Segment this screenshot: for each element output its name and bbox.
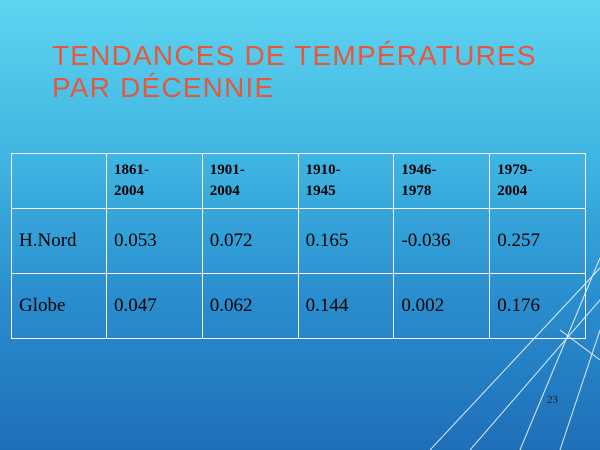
period-start: 1910- bbox=[305, 162, 341, 178]
slide-title-line-2: PAR DÉCENNIE bbox=[52, 72, 275, 103]
table-cell: 0.002 bbox=[393, 273, 491, 339]
period-end: 1978 bbox=[401, 183, 432, 199]
period-start: 1901- bbox=[209, 162, 245, 178]
table-cell: 0.257 bbox=[489, 208, 586, 274]
table-cell: 0.053 bbox=[106, 208, 203, 274]
slide-title-line-1: TENDANCES DE TEMPÉRATURES bbox=[52, 40, 537, 71]
period-start: 1861- bbox=[114, 162, 149, 178]
page-number: 23 bbox=[547, 394, 558, 406]
table-row: Globe 0.047 0.062 0.144 0.002 0.176 bbox=[11, 273, 586, 339]
table-header-cell: 1946- 1978 bbox=[393, 153, 491, 209]
table-header-row: 1861- 2004 1901- 2004 1910- 1945 1946- 1978 … bbox=[11, 153, 586, 209]
period-end: 2004 bbox=[114, 183, 144, 199]
period-end: 2004 bbox=[209, 183, 240, 199]
table-header-cell: 1979- 2004 bbox=[489, 153, 586, 209]
period-end: 2004 bbox=[497, 183, 528, 199]
period-start: 1979- bbox=[497, 162, 533, 178]
period-end: 1945 bbox=[305, 183, 336, 199]
table-header-cell: 1901- 2004 bbox=[201, 153, 299, 209]
table-cell: 0.144 bbox=[297, 273, 395, 339]
table-cell: 0.047 bbox=[106, 273, 203, 339]
table-cell: -0.036 bbox=[393, 208, 491, 274]
table-header-cell: 1910- 1945 bbox=[297, 153, 395, 209]
table-row: H.Nord 0.053 0.072 0.165 -0.036 0.257 bbox=[11, 208, 586, 274]
row-label: H.Nord bbox=[11, 208, 107, 274]
table-cell: 0.062 bbox=[201, 273, 299, 339]
period-start: 1946- bbox=[401, 162, 437, 178]
row-label: Globe bbox=[11, 273, 107, 339]
table-header-empty-cell bbox=[11, 153, 107, 209]
slide-title: TENDANCES DE TEMPÉRATURES PAR DÉCENNIE bbox=[52, 40, 572, 104]
temperature-trend-table: 1861- 2004 1901- 2004 1910- 1945 1946- 1978 … bbox=[11, 153, 586, 339]
table-header-cell: 1861- 2004 bbox=[106, 153, 203, 209]
table-cell: 0.072 bbox=[201, 208, 299, 274]
table-cell: 0.165 bbox=[297, 208, 395, 274]
table-cell: 0.176 bbox=[489, 273, 586, 339]
